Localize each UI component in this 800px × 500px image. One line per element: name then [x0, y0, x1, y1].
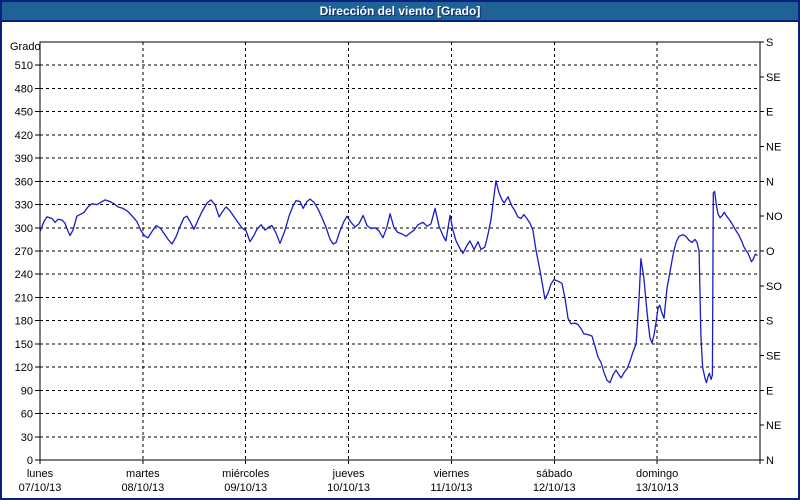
y-tick-label: 30: [21, 432, 33, 444]
y-right-label: E: [766, 385, 773, 397]
y-right-label: NE: [766, 420, 781, 432]
vertical-gridlines: [142, 42, 658, 460]
x-day-name: jueves: [332, 468, 365, 480]
y-tick-label: 450: [15, 107, 33, 119]
x-axis: lunes 07/10/13 martes 08/10/13 miércoles 09/1…: [19, 460, 761, 494]
y-tick-label: 420: [15, 130, 33, 142]
wind-direction-chart: 0 30 60 90 120 150 180 210 240 270 300 330 360 390 420…: [10, 37, 783, 494]
x-day-name: sábado: [536, 468, 572, 480]
y-tick-label: 120: [15, 362, 33, 374]
x-day-name: martes: [126, 468, 160, 480]
y-right-label: NO: [766, 211, 783, 223]
horizontal-gridlines: [40, 64, 760, 438]
x-day-date: 09/10/13: [224, 482, 267, 494]
y-tick-label: 270: [15, 246, 33, 258]
y-right-label: SE: [766, 351, 781, 363]
x-day-name: viernes: [434, 468, 470, 480]
chart-title: Dirección del viento [Grado]: [319, 4, 481, 18]
y-tick-label: 60: [21, 409, 33, 421]
y-tick-label: 180: [15, 316, 33, 328]
x-day-date: 10/10/13: [327, 482, 370, 494]
y-right-label: S: [766, 316, 773, 328]
y-tick-label: 240: [15, 269, 33, 281]
x-day-name: miércoles: [222, 468, 270, 480]
y-tick-label: 480: [15, 83, 33, 95]
y-right-label: S: [766, 37, 773, 49]
y-tick-label: 360: [15, 176, 33, 188]
y-right-label: SO: [766, 281, 782, 293]
y-axis-left: 0 30 60 90 120 150 180 210 240 270 300 330 360 390 420…: [15, 60, 40, 467]
x-day-name: lunes: [27, 468, 54, 480]
y-right-label: N: [766, 455, 774, 467]
chart-title-bar: Dirección del viento [Grado]: [2, 2, 798, 22]
y-axis-right: S SE E NE N NO O SO S SE E NE N: [760, 37, 783, 467]
y-right-label: SE: [766, 72, 781, 84]
y-right-label: N: [766, 176, 774, 188]
y-tick-label: 150: [15, 339, 33, 351]
y-right-label: O: [766, 246, 775, 258]
y-tick-label: 510: [15, 60, 33, 72]
y-tick-label: 330: [15, 200, 33, 212]
x-day-date: 13/10/13: [636, 482, 679, 494]
x-day-date: 07/10/13: [19, 482, 62, 494]
y-right-label: E: [766, 107, 773, 119]
y-tick-label: 90: [21, 385, 33, 397]
y-tick-label: 390: [15, 153, 33, 165]
wind-direction-series-line: [39, 179, 758, 384]
x-day-date: 08/10/13: [121, 482, 164, 494]
x-day-name: domingo: [636, 468, 678, 480]
y-tick-label: 300: [15, 223, 33, 235]
x-day-date: 12/10/13: [533, 482, 576, 494]
y-tick-label: 0: [27, 455, 33, 467]
y-right-label: NE: [766, 142, 781, 154]
x-day-date: 11/10/13: [430, 482, 472, 494]
y-tick-label: 210: [15, 292, 33, 304]
y-axis-title: Grado: [10, 41, 41, 53]
